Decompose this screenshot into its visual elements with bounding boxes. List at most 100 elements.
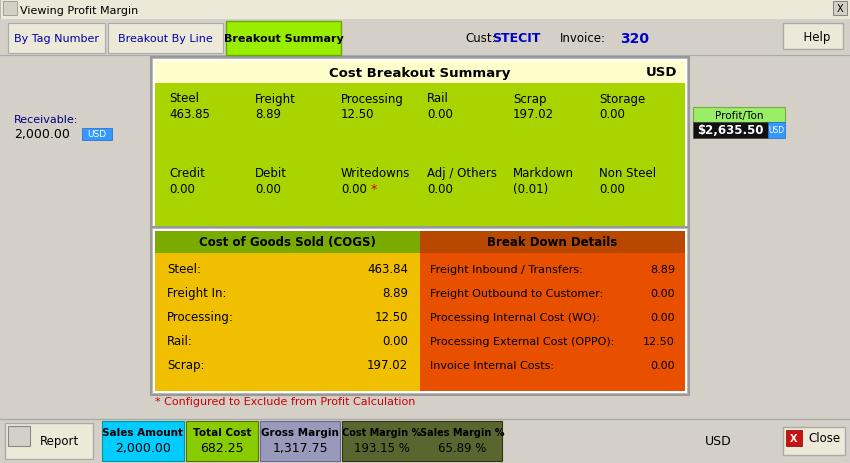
Text: 65.89 %: 65.89 % xyxy=(438,442,486,455)
Bar xyxy=(155,84,685,226)
Text: Processing External Cost (OPPO):: Processing External Cost (OPPO): xyxy=(430,336,615,346)
Text: Scrap: Scrap xyxy=(513,92,547,105)
Text: 12.50: 12.50 xyxy=(375,311,408,324)
Text: Cost of Goods Sold (COGS): Cost of Goods Sold (COGS) xyxy=(199,236,376,249)
Bar xyxy=(186,421,258,461)
Text: USD: USD xyxy=(645,66,677,79)
Text: Writedowns: Writedowns xyxy=(341,167,411,180)
Text: Markdown: Markdown xyxy=(513,167,574,180)
Bar xyxy=(693,123,768,139)
Text: $2,635.50: $2,635.50 xyxy=(697,124,763,137)
Text: STECIT: STECIT xyxy=(492,32,541,45)
Text: Storage: Storage xyxy=(599,92,645,105)
Text: 1,317.75: 1,317.75 xyxy=(272,442,328,455)
Text: By Tag Number: By Tag Number xyxy=(14,34,99,44)
Text: 0.00: 0.00 xyxy=(650,313,675,322)
Text: 463.84: 463.84 xyxy=(367,263,408,276)
Text: Processing:: Processing: xyxy=(167,311,234,324)
Text: Breakout By Line: Breakout By Line xyxy=(118,34,212,44)
Text: Processing: Processing xyxy=(341,92,404,105)
Text: Adj / Others: Adj / Others xyxy=(427,167,497,180)
Text: Rail:: Rail: xyxy=(167,335,193,348)
Bar xyxy=(0,56,850,419)
Text: Freight Inbound / Transfers:: Freight Inbound / Transfers: xyxy=(430,264,583,275)
Text: 0.00: 0.00 xyxy=(427,183,453,196)
Text: 2,000.00: 2,000.00 xyxy=(14,128,70,141)
Text: Gross Margin: Gross Margin xyxy=(261,427,339,437)
Text: Sales Amount: Sales Amount xyxy=(103,427,184,437)
Bar xyxy=(8,426,30,446)
Text: 197.02: 197.02 xyxy=(367,359,408,372)
Text: 8.89: 8.89 xyxy=(255,107,281,120)
Text: Break Down Details: Break Down Details xyxy=(487,236,618,249)
Bar xyxy=(155,232,420,391)
Text: Close: Close xyxy=(808,432,840,444)
Text: Freight: Freight xyxy=(255,92,296,105)
Bar xyxy=(151,227,689,395)
Bar xyxy=(783,24,843,50)
Text: Cust:: Cust: xyxy=(465,32,496,45)
Text: Scrap:: Scrap: xyxy=(167,359,205,372)
Bar xyxy=(8,24,105,54)
Bar xyxy=(226,22,341,56)
Text: Debit: Debit xyxy=(255,167,287,180)
Bar xyxy=(155,232,420,253)
Bar xyxy=(3,2,17,16)
Text: 0.00: 0.00 xyxy=(650,288,675,298)
Bar xyxy=(155,62,685,84)
Text: Receivable:: Receivable: xyxy=(14,115,78,125)
Text: USD: USD xyxy=(768,126,784,135)
Text: * Configured to Exclude from Profit Calculation: * Configured to Exclude from Profit Calc… xyxy=(155,396,416,406)
Text: 12.50: 12.50 xyxy=(341,107,375,120)
Text: 0.00: 0.00 xyxy=(255,183,280,196)
Text: 0.00: 0.00 xyxy=(599,183,625,196)
Text: Report: Report xyxy=(40,435,79,448)
Text: Freight In:: Freight In: xyxy=(167,287,226,300)
Text: 8.89: 8.89 xyxy=(650,264,675,275)
Text: Steel:: Steel: xyxy=(167,263,201,276)
Bar xyxy=(0,0,850,20)
Text: Sales Margin %: Sales Margin % xyxy=(420,427,504,437)
Text: Viewing Profit Margin: Viewing Profit Margin xyxy=(20,6,139,16)
Text: 0.00: 0.00 xyxy=(169,183,195,196)
Text: 0.00: 0.00 xyxy=(341,183,367,196)
Text: Cost Breakout Summary: Cost Breakout Summary xyxy=(329,66,511,79)
Text: Processing Internal Cost (WO):: Processing Internal Cost (WO): xyxy=(430,313,600,322)
Text: 197.02: 197.02 xyxy=(513,107,554,120)
Bar xyxy=(151,58,689,231)
Bar xyxy=(420,232,685,253)
Text: 8.89: 8.89 xyxy=(382,287,408,300)
Text: 320: 320 xyxy=(620,32,649,46)
Text: USD: USD xyxy=(705,435,731,448)
Text: 12.50: 12.50 xyxy=(643,336,675,346)
Text: Non Steel: Non Steel xyxy=(599,167,656,180)
Text: Profit/Ton: Profit/Ton xyxy=(715,111,763,121)
Text: X: X xyxy=(790,433,798,443)
Text: Total Cost: Total Cost xyxy=(193,427,252,437)
Text: USD: USD xyxy=(88,130,106,139)
Text: 463.85: 463.85 xyxy=(169,107,210,120)
Text: Steel: Steel xyxy=(169,92,199,105)
Text: Invoice Internal Costs:: Invoice Internal Costs: xyxy=(430,360,554,370)
Bar xyxy=(108,24,223,54)
Bar xyxy=(153,60,687,229)
Bar xyxy=(0,20,850,56)
Text: 0.00: 0.00 xyxy=(599,107,625,120)
Bar xyxy=(5,423,93,459)
Text: Invoice:: Invoice: xyxy=(560,32,606,45)
Text: 0.00: 0.00 xyxy=(382,335,408,348)
Text: Breakout Summary: Breakout Summary xyxy=(224,34,343,44)
Text: Help: Help xyxy=(796,31,830,44)
Text: 0.00: 0.00 xyxy=(650,360,675,370)
Text: Credit: Credit xyxy=(169,167,205,180)
Text: Rail: Rail xyxy=(427,92,449,105)
Bar xyxy=(833,2,847,16)
Bar xyxy=(420,232,685,391)
Text: *: * xyxy=(367,183,377,196)
Bar xyxy=(82,129,112,141)
Text: 0.00: 0.00 xyxy=(427,107,453,120)
Bar xyxy=(260,421,340,461)
Text: Freight Outbound to Customer:: Freight Outbound to Customer: xyxy=(430,288,604,298)
Bar xyxy=(786,430,802,446)
Bar xyxy=(768,123,785,139)
